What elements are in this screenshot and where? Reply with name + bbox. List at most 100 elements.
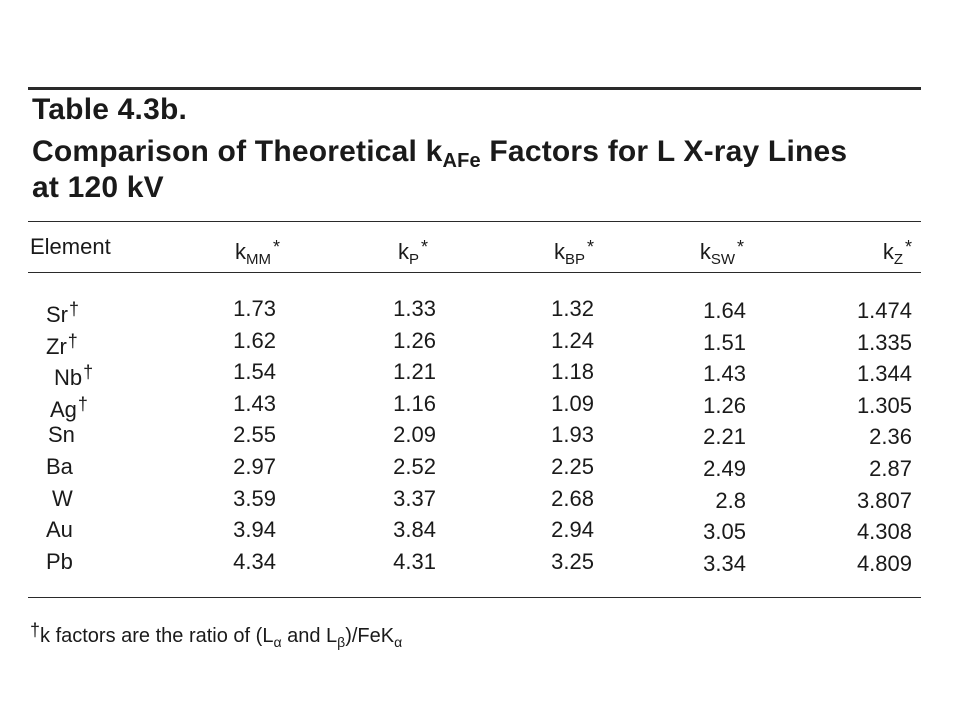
value-cell: 1.335 [856,329,912,355]
table-title: Table 4.3b. [32,93,188,126]
value-cell: 3.37 [393,485,436,511]
footnote-text-1: k factors are the ratio of (L [40,625,274,647]
value-cell: 1.32 [551,296,594,321]
value-cell: 2.68 [551,485,594,511]
column-header-base: k [397,239,409,264]
element-symbol: Pb [46,548,73,574]
value-cell: 1.305 [856,392,912,418]
value-cell: 2.8 [715,487,746,513]
subtitle-suffix: Factors for L X-ray Lines [480,135,848,168]
dagger-mark: † [67,330,78,351]
column-header-subscript: SW [710,251,735,268]
header-bottom-rule [28,272,921,273]
column-header-0: Element [30,234,111,259]
value-cell: 2.94 [551,517,594,543]
value-cell: 2.52 [393,454,436,479]
header-top-rule [28,221,921,222]
dagger-mark: † [69,299,80,319]
value-cell: 2.25 [551,454,594,479]
column-header-asterisk: * [736,237,744,257]
top-rule [28,87,921,90]
value-cell: 4.809 [856,550,912,576]
element-cell: W [52,486,73,512]
value-cell: 2.36 [869,424,912,450]
footnote-beta: β [337,634,346,650]
footnote-dagger: † [30,620,41,640]
value-cell: 1.73 [233,296,276,321]
column-header-subscript: MM [245,251,271,268]
value-cell: 2.87 [869,456,912,481]
value-cell: 2.09 [393,422,436,448]
bottom-rule [28,597,921,598]
value-cell: 1.09 [551,390,594,416]
column-header-4: kSW* [700,234,744,273]
value-cell: 1.43 [233,390,276,416]
value-cell: 1.43 [703,361,746,387]
column-header-asterisk: * [586,237,594,257]
subtitle-prefix: Comparison of Theoretical k [32,135,443,168]
column-header-subscript: P [408,251,419,268]
value-cell: 1.33 [393,296,436,321]
footnote: †k factors are the ratio of (Lα and Lβ)/… [30,617,402,655]
element-symbol: Zr [46,333,67,359]
value-cell: 1.51 [703,329,746,355]
value-cell: 2.21 [703,424,746,450]
value-cell: 3.807 [856,487,912,513]
value-cell: 3.94 [233,517,276,543]
footnote-alpha: α [273,634,282,650]
value-cell: 4.308 [856,519,912,545]
subtitle-subscript: AFe [442,150,481,172]
value-cell: 1.18 [551,359,594,385]
element-symbol: W [52,485,73,511]
value-cell: 1.344 [856,361,912,387]
table-subtitle-line3: at 120 kV [32,171,164,204]
element-symbol: Sr [46,302,68,327]
value-cell: 1.24 [551,327,594,353]
column-header-asterisk: * [272,237,280,257]
value-cell: 1.26 [703,392,746,418]
element-cell: Nb† [54,359,93,391]
value-cell: 3.25 [551,548,594,574]
footnote-text-2: and L [281,625,338,647]
column-header-asterisk: * [420,237,428,257]
column-header-base: k [553,239,565,264]
column-header-1: kMM* [235,234,280,273]
element-cell: Pb [46,549,73,575]
value-cell: 3.59 [233,485,276,511]
value-cell: 3.05 [703,519,746,545]
value-cell: 1.474 [856,298,912,323]
element-symbol: Au [46,517,73,543]
table-subtitle: Comparison of Theoretical kAFe Factors f… [32,134,847,179]
column-header-subscript: Z [893,251,903,268]
element-symbol: Nb [54,365,83,391]
element-symbol: Sn [48,422,75,448]
value-cell: 2.97 [233,454,276,479]
element-cell: Ag† [50,391,88,423]
value-cell: 1.54 [233,359,276,385]
dagger-mark: † [77,393,88,414]
column-header-base: k [699,239,711,264]
column-header-subscript: BP [564,251,585,268]
value-cell: 1.21 [393,359,436,385]
element-cell: Ba [46,454,73,480]
element-symbol: Ag [50,396,77,422]
column-header-base: k [234,239,246,264]
column-header-asterisk: * [904,237,912,257]
value-cell: 1.62 [233,327,276,353]
value-cell: 4.34 [233,548,276,574]
value-cell: 1.16 [393,390,436,416]
dagger-mark: † [83,362,94,383]
column-header-5: kZ* [883,234,912,273]
value-cell: 2.55 [233,422,276,448]
value-cell: 3.34 [703,550,746,576]
element-cell: Sn [48,422,75,448]
footnote-alpha-2: α [394,634,403,650]
value-cell: 2.49 [703,456,746,481]
element-symbol: Ba [46,454,73,479]
value-cell: 1.64 [703,298,746,323]
column-header-2: kP* [398,234,428,273]
value-cell: 1.26 [393,327,436,353]
element-cell: Au [46,517,73,543]
column-header-3: kBP* [554,234,594,273]
